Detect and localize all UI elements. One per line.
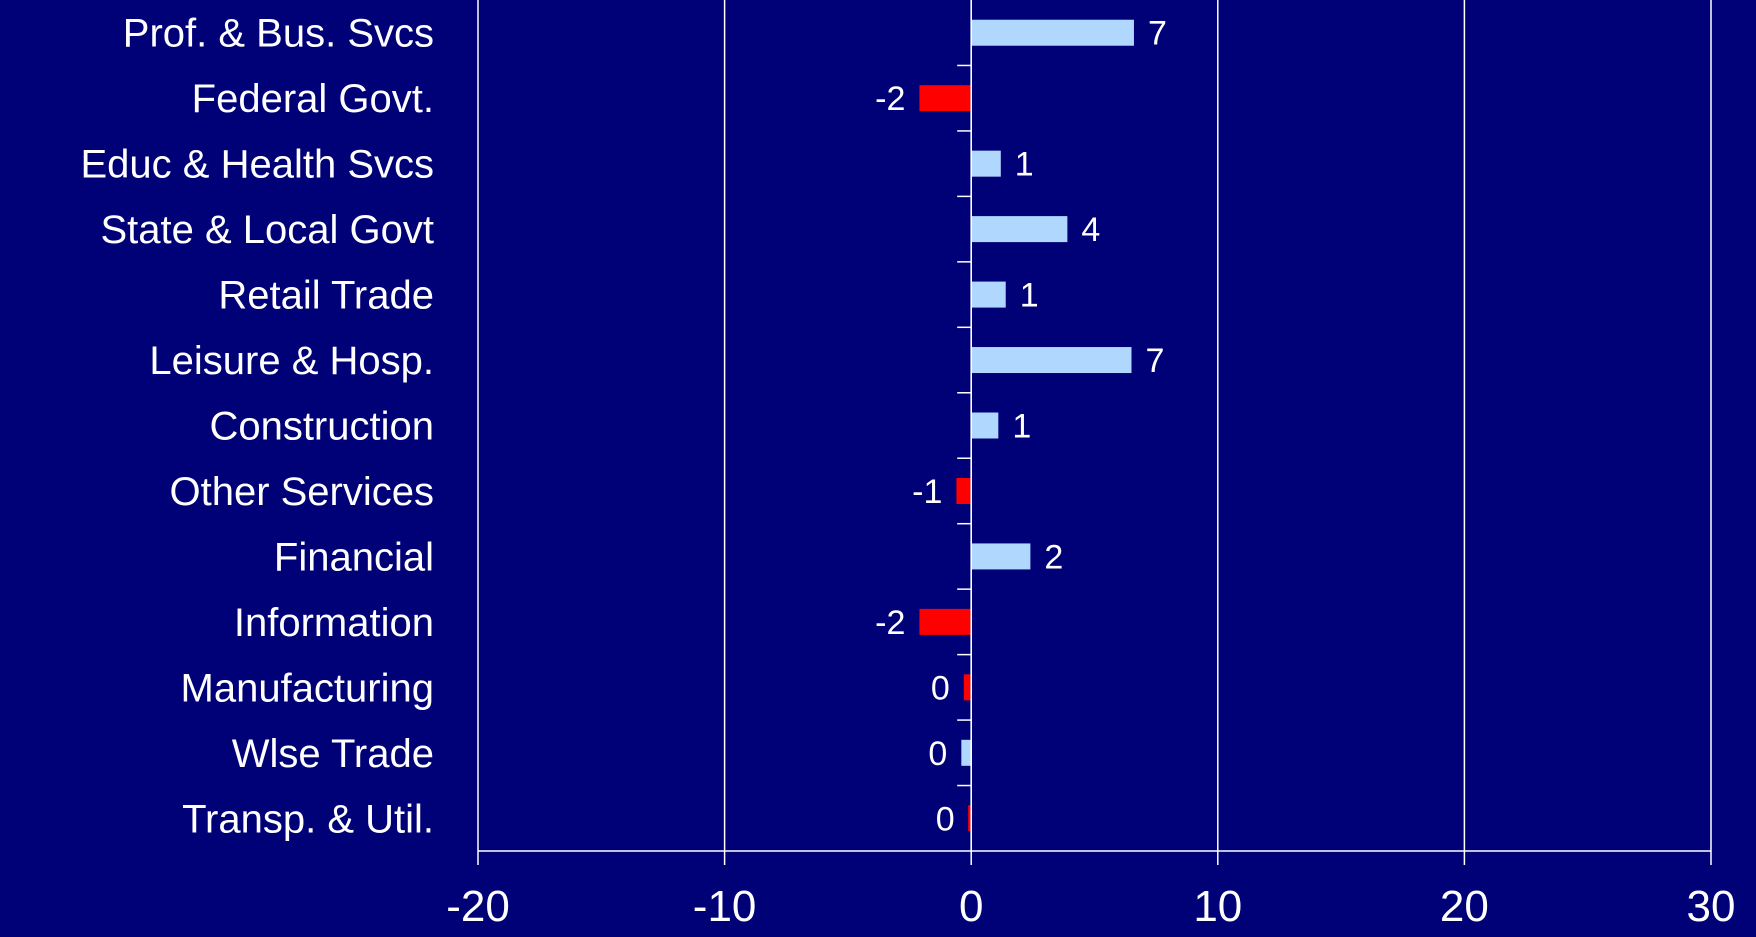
data-label: 4 [1081,211,1100,249]
x-tick-label: 10 [1193,882,1242,931]
category-label: Other Services [169,470,434,514]
data-label: 0 [931,669,950,707]
x-tick-label: -10 [693,882,757,931]
bar [919,608,972,635]
bars [919,19,1134,832]
bar [968,805,972,832]
data-label: 0 [936,800,955,838]
x-tick-label: 30 [1687,882,1736,931]
category-label: State & Local Govt [100,208,434,252]
x-tick-label: 0 [959,882,983,931]
bar [971,347,1132,374]
x-tick-label: 20 [1440,882,1489,931]
axes [477,0,1712,865]
category-label: Information [234,601,434,645]
bar [971,19,1134,46]
category-label: Wlse Trade [232,732,434,776]
category-label: Federal Govt. [192,77,434,121]
bar [971,150,1001,177]
data-label: -1 [912,473,942,511]
gridlines [723,0,1712,851]
category-label: Leisure & Hosp. [149,339,434,383]
bar [961,739,972,766]
data-label: -2 [875,604,905,642]
data-label: 7 [1148,15,1167,53]
category-label: Manufacturing [181,666,434,710]
bar [971,216,1068,243]
bar [971,412,999,439]
category-label: Construction [209,405,434,449]
bar [971,281,1006,308]
data-label: 1 [1012,408,1031,446]
data-label: 1 [1015,146,1034,184]
bar [963,674,972,701]
bar [956,477,972,504]
category-label: Financial [274,535,434,579]
data-label: 1 [1020,277,1039,315]
category-label: Retail Trade [218,274,434,318]
bar [919,85,972,112]
category-label: Prof. & Bus. Svcs [123,12,434,56]
bar [971,543,1031,570]
category-label: Transp. & Util. [182,797,434,841]
category-label: Educ & Health Svcs [81,143,435,187]
x-tick-label: -20 [446,882,510,931]
data-label: 2 [1044,538,1063,576]
data-label: 7 [1145,342,1164,380]
data-label: -2 [875,80,905,118]
data-label: 0 [928,735,947,773]
